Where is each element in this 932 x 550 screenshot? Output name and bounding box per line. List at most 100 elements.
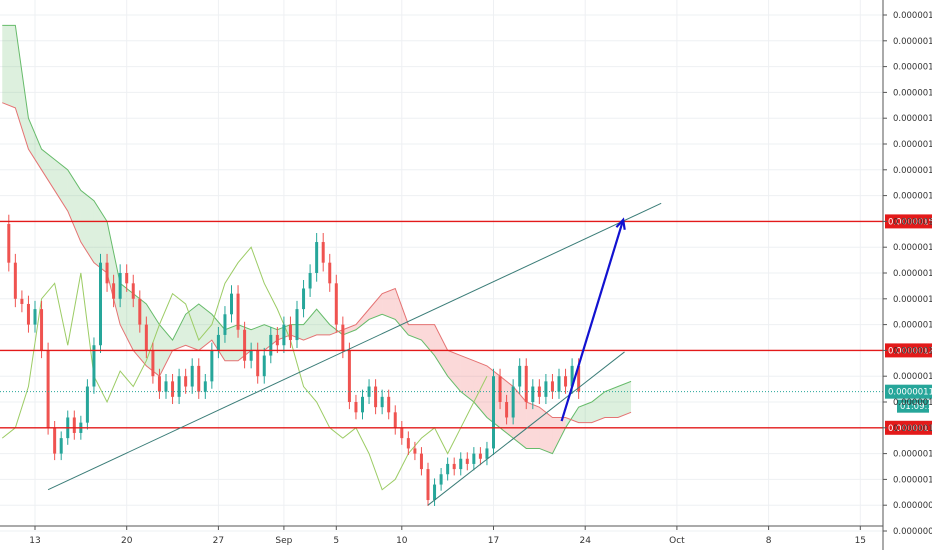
candle-body [190,365,194,387]
candle-body [53,427,57,454]
x-tick-label: 17 [488,536,499,546]
cloud-segment [447,350,461,392]
cloud-segment [578,402,592,423]
drawings [47,202,662,506]
candle-body [85,386,89,423]
candle-body [230,293,233,315]
candle-body [26,303,30,325]
candle-body [144,324,148,351]
cloud-segment [369,293,383,320]
candle-body [7,223,11,263]
candle-body [341,324,345,351]
candle-body [20,298,24,304]
level-tag [885,343,932,358]
candle-body [505,402,509,418]
candle-body [426,469,430,501]
candle-body [321,242,325,263]
cloud-segment [460,355,474,402]
candle-body [216,334,220,351]
cloud-segment [41,149,55,191]
candle-body [72,417,76,433]
candle-body [452,463,456,470]
cloud-segment [224,324,239,361]
candle-body [531,386,535,402]
candle-body [361,396,364,413]
cloud-segment [80,190,94,263]
current-price-label: 0.00000117 [888,388,932,398]
candle-body [308,273,312,289]
candle-body [557,376,561,392]
y-tick-label: 0.00000175 [893,88,932,98]
x-tick-label: 13 [29,536,40,546]
countdown-label: 01:09:13 [900,402,932,412]
candle-body [171,381,175,397]
candle-body [118,273,122,299]
candle-body [446,463,450,475]
candle-body [282,324,286,346]
level-tag [885,214,932,229]
x-tick-label: 20 [121,536,133,546]
x-tick-label: 27 [213,536,224,546]
candle-body [210,350,214,382]
y-tick-label: 0.00000185 [893,37,932,47]
candle-body [419,453,423,470]
level-tag [885,420,932,435]
candle-body [393,412,397,428]
candle-body [459,458,463,470]
candle-body [544,381,548,397]
y-tick-label: 0.00000105 [893,450,932,460]
candle-body [138,298,142,325]
x-tick-label: 8 [766,536,772,546]
current-price-tag [885,384,932,399]
cloud-segment [316,309,330,335]
candle-body [315,242,319,273]
x-tick-label: Oct [669,536,685,546]
indicator-lines [1,246,488,491]
y-tick-label: 0.00000100 [893,475,932,485]
candle-body [13,262,17,299]
candle-body [262,355,266,377]
y-tick-label: 0.00000155 [893,192,932,202]
candle-body [472,453,476,464]
candle-body [125,273,129,284]
cloud-segment [513,386,527,449]
y-tick-label: 0.00000170 [893,114,932,124]
x-tick-label: 24 [579,536,591,546]
y-tick-label: 0.00000135 [893,295,932,305]
cloud-segment [54,159,68,212]
cloud-segment [15,25,29,150]
x-tick-label: 10 [396,536,408,546]
candle-body [302,288,306,310]
cloud-segment [2,25,16,108]
candle-body [537,386,541,397]
candle-body [439,474,443,485]
candle-body [177,376,181,397]
candle-body [406,438,410,449]
cloud-segment [552,417,566,454]
cloud-segment [617,381,632,418]
cloud-segment [146,303,160,377]
candle-body [131,283,135,299]
candle-body [518,365,522,387]
candle-body [400,427,404,439]
lagging-span [1,246,488,491]
candle-body [478,453,482,459]
candle-body [288,324,292,341]
candle-body [413,448,417,454]
y-tick-label: 0.00000125 [893,346,932,356]
y-tick-label: 0.00000160 [893,166,932,176]
candle-body [184,376,188,387]
candle-body [236,293,240,330]
projection-arrow-head [615,217,626,230]
candle-body [33,309,37,325]
candle-body [269,334,273,356]
candle-body [465,458,469,464]
cloud-segment [107,221,121,325]
candle-body [524,365,528,402]
x-tick-label: 15 [855,536,866,546]
